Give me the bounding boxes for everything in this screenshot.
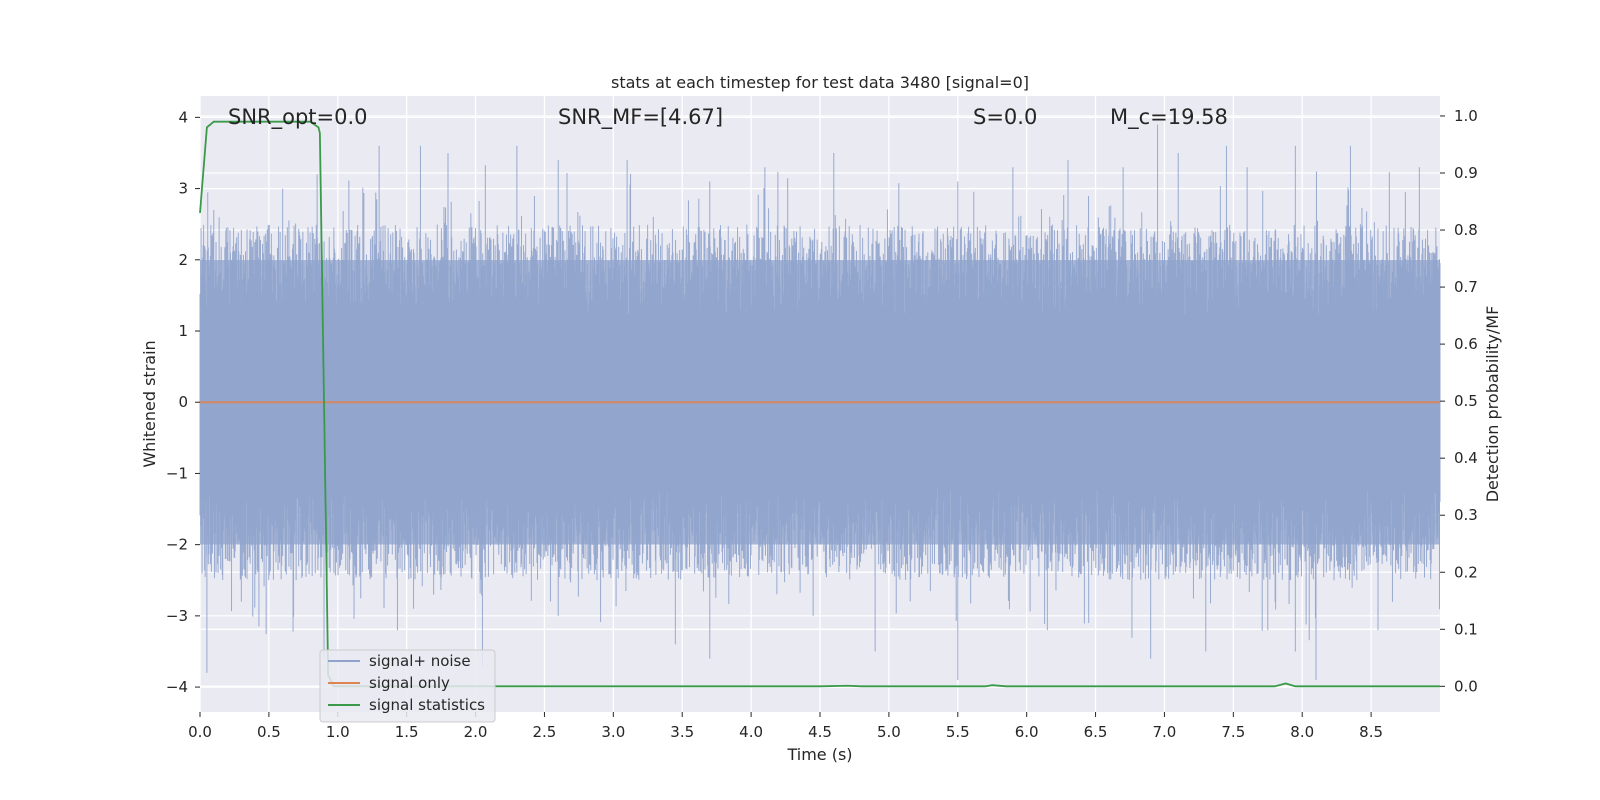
- y-left-axis-ticks: 4 3 2 1 0 −1 −2 −3 −4: [166, 108, 200, 696]
- y-right-tick-label: 0.1: [1454, 620, 1478, 638]
- x-tick-label: 0.0: [188, 723, 212, 741]
- x-tick-label: 3.5: [670, 723, 694, 741]
- series-layer: [199, 120, 1440, 688]
- x-tick-label: 7.0: [1153, 723, 1177, 741]
- y-left-tick-label: −4: [166, 678, 188, 696]
- x-tick-label: 6.5: [1084, 723, 1108, 741]
- annotation-snr-mf: SNR_MF=[4.67]: [558, 105, 723, 130]
- y-right-tick-label: 1.0: [1454, 107, 1478, 125]
- legend: signal+ noise signal only signal statist…: [319, 649, 496, 723]
- y-left-tick-label: 0: [178, 393, 188, 411]
- legend-label-signal-statistics: signal statistics: [369, 696, 485, 714]
- y-right-tick-label: 0.8: [1454, 221, 1478, 239]
- series-signal-statistics: [199, 120, 1440, 688]
- x-tick-label: 2.0: [464, 723, 488, 741]
- annotation-snr-opt: SNR_opt=0.0: [228, 105, 368, 130]
- y-left-tick-label: 3: [178, 180, 188, 198]
- x-tick-label: 3.0: [601, 723, 625, 741]
- x-axis-ticks: 0.0 0.5 1.0 1.5 2.0 2.5 3.0 3.5 4.0 4.5 5.0 5.5 6.0 6…: [188, 712, 1383, 741]
- y-right-tick-label: 0.6: [1454, 335, 1478, 353]
- y-left-tick-label: 1: [178, 322, 188, 340]
- y-right-tick-label: 0.0: [1454, 677, 1478, 695]
- x-tick-label: 6.0: [1015, 723, 1039, 741]
- y-right-tick-label: 0.3: [1454, 506, 1478, 524]
- x-axis-label: Time (s): [786, 745, 852, 764]
- x-tick-label: 1.5: [395, 723, 419, 741]
- x-tick-label: 1.0: [326, 723, 350, 741]
- annotation-s: S=0.0: [973, 105, 1037, 129]
- x-tick-label: 8.5: [1359, 723, 1383, 741]
- y-right-tick-label: 0.7: [1454, 278, 1478, 296]
- annotation-mc: M_c=19.58: [1110, 105, 1228, 130]
- y-left-axis-label: Whitened strain: [140, 340, 159, 467]
- y-left-tick-label: −2: [166, 536, 188, 554]
- chart-title: stats at each timestep for test data 348…: [611, 73, 1029, 92]
- y-right-tick-label: 0.4: [1454, 449, 1478, 467]
- legend-box: [319, 649, 496, 723]
- x-tick-label: 7.5: [1221, 723, 1245, 741]
- y-left-tick-label: 4: [178, 108, 188, 126]
- x-tick-label: 2.5: [533, 723, 557, 741]
- x-tick-label: 4.0: [739, 723, 763, 741]
- x-tick-label: 5.0: [877, 723, 901, 741]
- y-right-axis-label: Detection probability/MF: [1483, 306, 1502, 503]
- y-left-tick-label: −3: [166, 607, 188, 625]
- y-right-tick-label: 0.2: [1454, 563, 1478, 581]
- x-tick-label: 4.5: [808, 723, 832, 741]
- y-right-axis-ticks: 1.0 0.9 0.8 0.7 0.6 0.5 0.4 0.3 0.2 0.1 0.0: [1440, 107, 1478, 695]
- legend-label-signal-plus-noise: signal+ noise: [369, 652, 471, 670]
- y-left-tick-label: −1: [166, 464, 188, 482]
- y-right-tick-label: 0.5: [1454, 392, 1478, 410]
- y-left-tick-label: 2: [178, 251, 188, 269]
- y-right-tick-label: 0.9: [1454, 164, 1478, 182]
- x-tick-label: 5.5: [946, 723, 970, 741]
- x-tick-label: 8.0: [1290, 723, 1314, 741]
- x-tick-label: 0.5: [257, 723, 281, 741]
- series-signal-plus-noise: [199, 124, 1441, 680]
- legend-label-signal-only: signal only: [369, 674, 450, 692]
